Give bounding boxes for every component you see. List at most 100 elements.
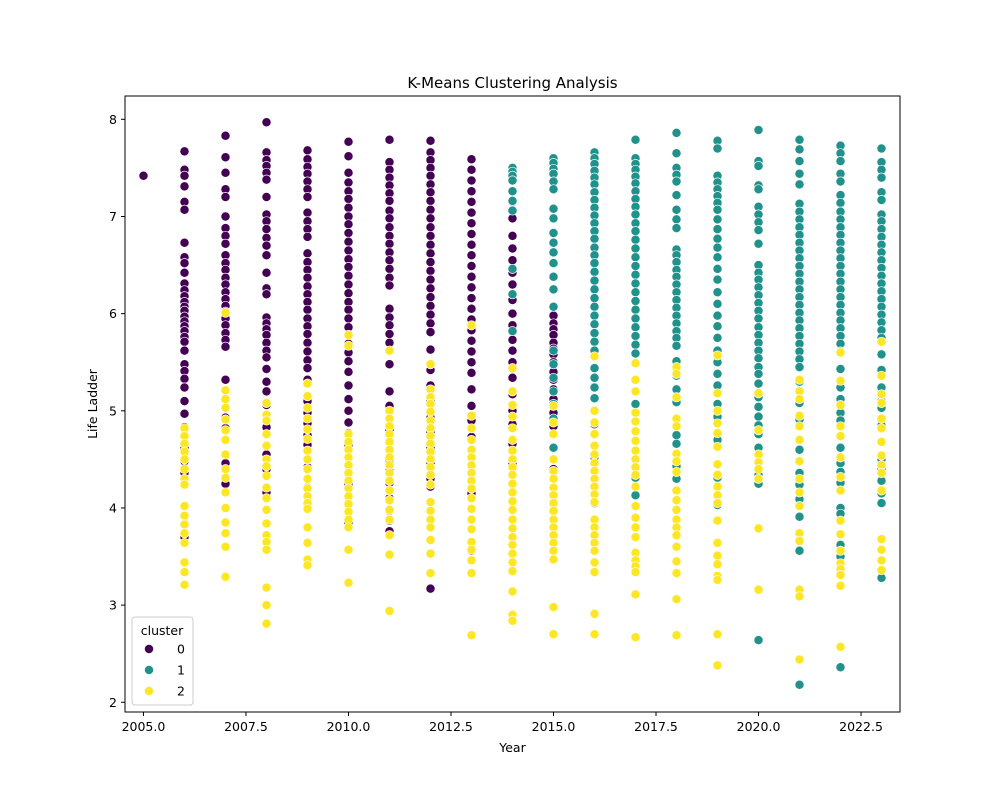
- point-cluster-2: [712, 481, 723, 492]
- point-cluster-1: [630, 331, 641, 341]
- point-cluster-2: [548, 505, 559, 516]
- point-cluster-0: [466, 357, 477, 368]
- point-cluster-0: [384, 195, 395, 206]
- point-cluster-0: [425, 195, 436, 206]
- y-tick-label: 5: [109, 403, 117, 418]
- point-cluster-2: [384, 475, 395, 486]
- point-cluster-0: [261, 267, 272, 278]
- point-cluster-2: [261, 470, 272, 481]
- point-cluster-2: [179, 557, 190, 568]
- point-cluster-1: [548, 372, 559, 383]
- point-cluster-2: [671, 392, 682, 403]
- point-cluster-1: [589, 284, 600, 295]
- point-cluster-2: [671, 556, 682, 567]
- point-cluster-2: [425, 359, 436, 370]
- point-cluster-1: [753, 411, 764, 422]
- point-cluster-0: [343, 279, 354, 290]
- point-cluster-2: [753, 523, 764, 534]
- point-cluster-1: [630, 296, 641, 306]
- point-cluster-2: [425, 406, 436, 417]
- point-cluster-0: [343, 356, 354, 367]
- point-cluster-2: [630, 589, 641, 600]
- point-cluster-2: [548, 545, 559, 556]
- point-cluster-0: [179, 267, 190, 278]
- point-cluster-0: [466, 261, 477, 271]
- point-cluster-1: [630, 243, 641, 254]
- point-cluster-0: [425, 257, 436, 268]
- point-cluster-1: [794, 168, 805, 179]
- point-cluster-2: [589, 557, 600, 568]
- point-cluster-1: [712, 242, 723, 253]
- point-cluster-1: [835, 662, 846, 673]
- point-cluster-0: [302, 329, 313, 339]
- point-cluster-2: [548, 400, 559, 411]
- point-cluster-1: [589, 258, 600, 269]
- point-cluster-2: [466, 423, 477, 434]
- legend-box: [131, 616, 194, 706]
- point-cluster-0: [261, 174, 272, 185]
- point-cluster-2: [507, 386, 518, 397]
- point-cluster-2: [466, 503, 477, 514]
- point-cluster-2: [302, 413, 313, 424]
- point-cluster-2: [630, 426, 641, 437]
- legend-marker-0: [144, 644, 154, 654]
- point-cluster-2: [794, 374, 805, 385]
- point-cluster-2: [384, 549, 395, 560]
- point-cluster-2: [261, 544, 272, 555]
- point-cluster-2: [261, 600, 272, 611]
- point-cluster-0: [507, 345, 518, 356]
- point-cluster-2: [876, 336, 887, 347]
- point-cluster-1: [753, 401, 764, 412]
- point-cluster-0: [343, 270, 354, 281]
- point-cluster-1: [671, 340, 682, 351]
- point-cluster-0: [220, 238, 231, 249]
- point-cluster-2: [794, 487, 805, 498]
- point-cluster-2: [179, 501, 190, 511]
- point-cluster-1: [753, 161, 764, 171]
- point-cluster-1: [548, 247, 559, 258]
- point-cluster-2: [835, 347, 846, 358]
- point-cluster-2: [384, 485, 395, 496]
- point-cluster-1: [753, 184, 764, 195]
- point-cluster-1: [548, 284, 559, 295]
- point-cluster-0: [466, 282, 477, 293]
- point-cluster-0: [384, 222, 395, 233]
- point-cluster-2: [835, 515, 846, 526]
- point-cluster-0: [466, 303, 477, 314]
- point-cluster-2: [466, 568, 477, 579]
- point-cluster-1: [630, 313, 641, 324]
- point-cluster-0: [466, 207, 477, 218]
- point-cluster-2: [466, 544, 477, 555]
- y-tick-label: 3: [109, 598, 117, 613]
- point-cluster-1: [794, 444, 805, 455]
- point-cluster-1: [548, 386, 559, 397]
- point-cluster-1: [753, 368, 764, 379]
- point-cluster-0: [466, 384, 477, 395]
- point-cluster-0: [220, 152, 231, 163]
- point-cluster-2: [302, 402, 313, 413]
- point-cluster-0: [343, 262, 354, 272]
- point-cluster-0: [466, 271, 477, 282]
- y-tick-label: 6: [109, 306, 117, 321]
- point-cluster-0: [261, 224, 272, 235]
- point-cluster-1: [671, 214, 682, 225]
- point-cluster-2: [794, 410, 805, 421]
- point-cluster-2: [507, 411, 518, 422]
- legend-label-1: 1: [177, 663, 185, 678]
- point-cluster-2: [630, 512, 641, 523]
- point-cluster-0: [425, 222, 436, 233]
- point-cluster-2: [876, 413, 887, 424]
- point-cluster-1: [507, 175, 518, 186]
- point-cluster-0: [384, 238, 395, 249]
- point-cluster-2: [425, 522, 436, 533]
- point-cluster-2: [794, 591, 805, 602]
- point-cluster-0: [507, 279, 518, 290]
- point-cluster-1: [630, 322, 641, 333]
- point-cluster-1: [589, 372, 600, 383]
- point-cluster-2: [343, 330, 354, 340]
- point-cluster-1: [753, 238, 764, 249]
- point-cluster-2: [507, 586, 518, 597]
- legend-label-2: 2: [177, 684, 185, 699]
- point-cluster-0: [466, 175, 477, 186]
- point-cluster-1: [548, 359, 559, 370]
